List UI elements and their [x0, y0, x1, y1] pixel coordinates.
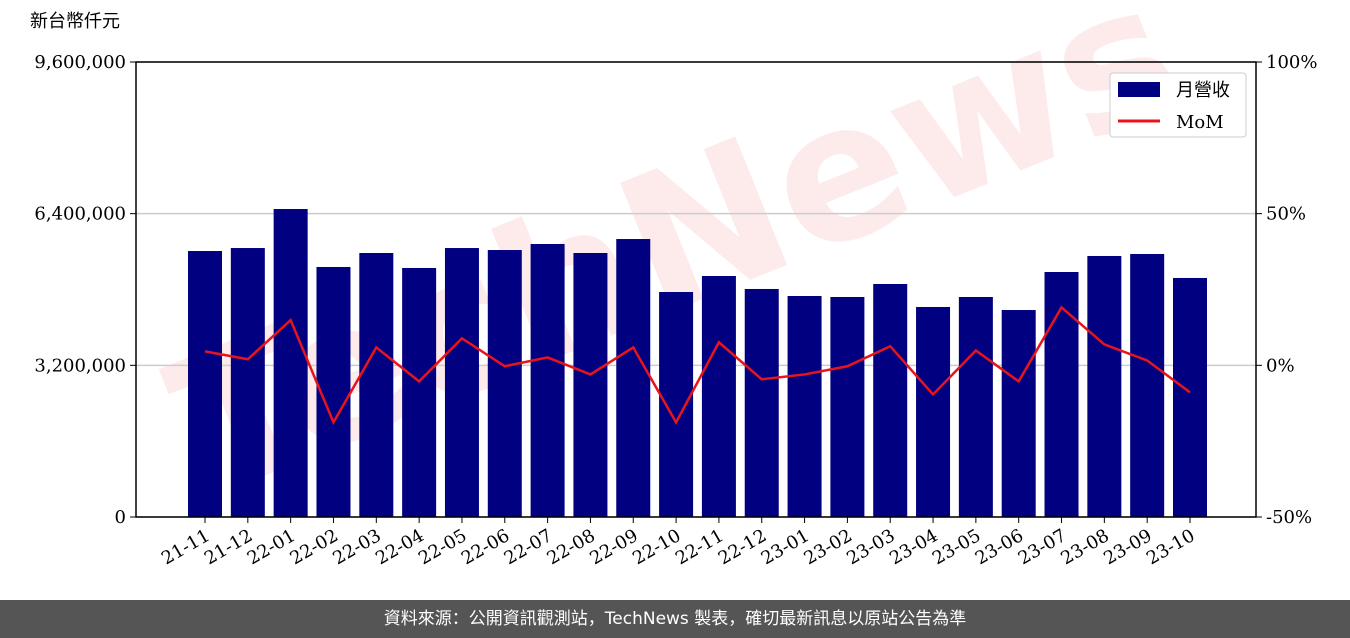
- x-tick-label: 22-07: [501, 525, 556, 569]
- legend: 月營收 MoM: [1109, 72, 1247, 138]
- y-axis-label: 新台幣仟元: [30, 11, 120, 32]
- chart: 新台幣仟元 TechNews 03,200,0006,400,0009,600,…: [30, 0, 1317, 569]
- x-tick-label: 22-09: [586, 525, 641, 569]
- bar: [273, 209, 308, 517]
- bar: [787, 295, 822, 517]
- x-tick-label: 23-09: [1100, 525, 1155, 569]
- bar: [1044, 272, 1079, 517]
- plot-frame: [135, 61, 1257, 518]
- bar: [701, 275, 736, 517]
- bar: [659, 292, 694, 517]
- bar: [830, 296, 865, 517]
- x-tick-label: 22-06: [458, 525, 513, 569]
- bar: [487, 250, 522, 517]
- x-tick-label: 23-07: [1015, 525, 1070, 569]
- footer: 資料來源：公開資訊觀測站，TechNews 製表，確切最新訊息以原站公告為準: [0, 600, 1350, 638]
- x-tick-label: 22-11: [672, 525, 727, 569]
- bar: [230, 248, 265, 518]
- x-tick-label: 22-12: [715, 525, 770, 569]
- y-tick-label: 3,200,000: [34, 355, 126, 376]
- bar: [444, 248, 479, 518]
- x-tick-label: 23-05: [929, 525, 984, 569]
- x-tick-label: 23-10: [1143, 525, 1198, 569]
- y2-tick-label: 0%: [1266, 355, 1295, 376]
- bar: [573, 253, 608, 518]
- x-tick-label: 22-05: [415, 525, 470, 569]
- y2-tick-label: 100%: [1266, 52, 1317, 73]
- legend-label: MoM: [1176, 112, 1224, 133]
- bar: [616, 239, 651, 517]
- x-tick-label: 22-03: [329, 525, 384, 569]
- bar: [359, 253, 394, 518]
- bar: [873, 284, 908, 517]
- y-tick-label: 9,600,000: [34, 52, 126, 73]
- bar: [1130, 254, 1165, 517]
- y-tick-label: 6,400,000: [34, 204, 126, 225]
- bar: [1087, 255, 1122, 517]
- bar: [530, 244, 565, 517]
- bar: [1001, 310, 1036, 517]
- x-tick-label: 23-08: [1057, 525, 1112, 569]
- x-tick-label: 23-03: [843, 525, 898, 569]
- x-tick-label: 21-11: [158, 525, 213, 569]
- x-tick-label: 23-04: [886, 525, 941, 569]
- bar: [402, 267, 437, 517]
- x-tick-label: 22-08: [543, 525, 598, 569]
- x-tick-label: 22-04: [372, 525, 427, 569]
- bar: [1173, 277, 1207, 517]
- legend-swatch: [1118, 82, 1160, 97]
- legend-label: 月營收: [1176, 80, 1230, 101]
- bar: [958, 296, 993, 517]
- bar: [916, 306, 951, 517]
- x-tick-label: 23-06: [972, 525, 1027, 569]
- x-tick-label: 22-10: [629, 525, 684, 569]
- bar: [316, 266, 351, 517]
- line: [204, 305, 1191, 426]
- x-tick-label: 22-02: [287, 525, 342, 569]
- y2-tick-label: -50%: [1266, 507, 1312, 528]
- bar: [188, 251, 222, 517]
- y2-tick-label: 50%: [1266, 204, 1306, 225]
- bar: [744, 288, 779, 517]
- y-tick-label: 0: [115, 507, 126, 528]
- x-tick-label: 23-01: [758, 525, 813, 569]
- x-tick-label: 22-01: [244, 525, 299, 569]
- x-tick-label: 23-02: [800, 525, 855, 569]
